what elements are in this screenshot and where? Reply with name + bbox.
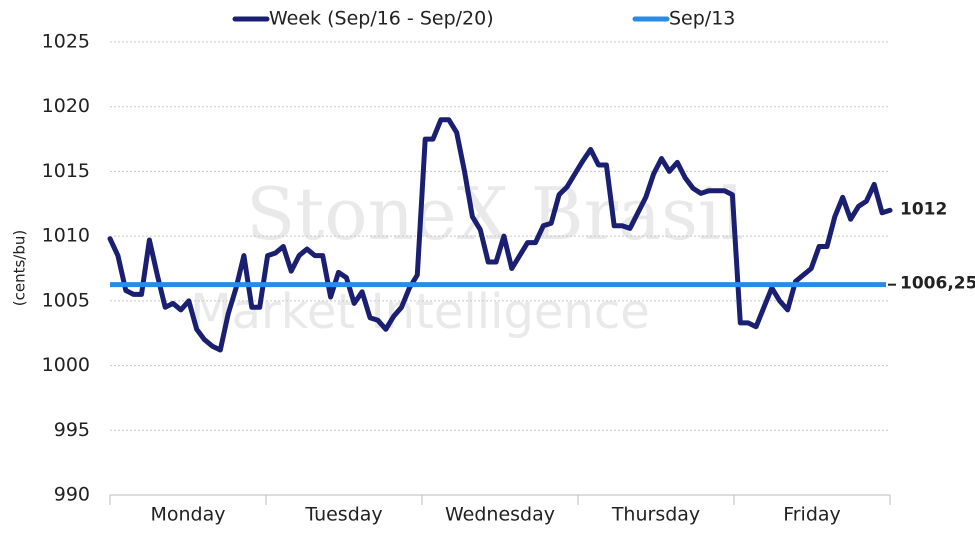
legend-label: Week (Sep/16 - Sep/20): [269, 8, 494, 30]
y-tick-label: 1015: [42, 160, 90, 182]
end-label: 1012: [900, 199, 947, 219]
line-series: [107, 117, 893, 353]
watermark: StoneX Brasil: [246, 172, 744, 256]
y-tick-label: 1000: [42, 354, 90, 376]
y-tick-label: 1025: [42, 31, 90, 53]
x-tick-label: Friday: [783, 504, 841, 526]
x-tick-label: Wednesday: [445, 504, 555, 526]
x-tick-label: Tuesday: [304, 504, 382, 526]
y-tick-label: 995: [54, 419, 90, 441]
y-tick-label: 1005: [42, 289, 90, 311]
y-tick-label: 990: [54, 484, 90, 506]
x-tick-label: Thursday: [611, 504, 700, 526]
y-tick-label: 1010: [42, 225, 90, 247]
y-axis-label: (cents/bu): [11, 230, 29, 306]
legend-label: Sep/13: [669, 8, 735, 30]
watermark: Market Intelligence: [190, 284, 650, 340]
x-tick-label: Monday: [150, 504, 225, 526]
y-tick-label: 1020: [42, 95, 90, 117]
value-label: 1006,25: [900, 274, 975, 294]
